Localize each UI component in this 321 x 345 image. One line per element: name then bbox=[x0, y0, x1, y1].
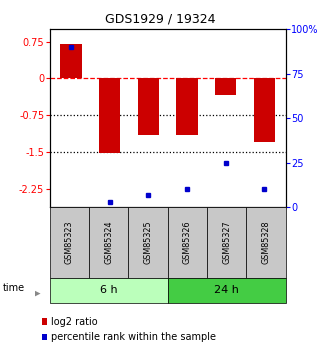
Text: GSM85325: GSM85325 bbox=[143, 220, 152, 264]
Text: GSM85326: GSM85326 bbox=[183, 220, 192, 264]
Bar bbox=[254, 78, 275, 142]
Text: GDS1929 / 19324: GDS1929 / 19324 bbox=[105, 12, 216, 25]
Text: GSM85324: GSM85324 bbox=[104, 220, 113, 264]
Text: GSM85328: GSM85328 bbox=[262, 220, 271, 264]
Bar bbox=[60, 44, 82, 78]
Text: 24 h: 24 h bbox=[214, 285, 239, 295]
Text: time: time bbox=[3, 284, 25, 293]
Text: GSM85323: GSM85323 bbox=[65, 220, 74, 264]
Text: percentile rank within the sample: percentile rank within the sample bbox=[51, 332, 216, 342]
Text: 6 h: 6 h bbox=[100, 285, 117, 295]
Bar bbox=[99, 78, 120, 153]
Bar bbox=[138, 78, 159, 135]
Bar bbox=[215, 78, 236, 96]
Text: log2 ratio: log2 ratio bbox=[51, 317, 98, 326]
Text: GSM85327: GSM85327 bbox=[222, 220, 231, 264]
Bar bbox=[177, 78, 198, 135]
